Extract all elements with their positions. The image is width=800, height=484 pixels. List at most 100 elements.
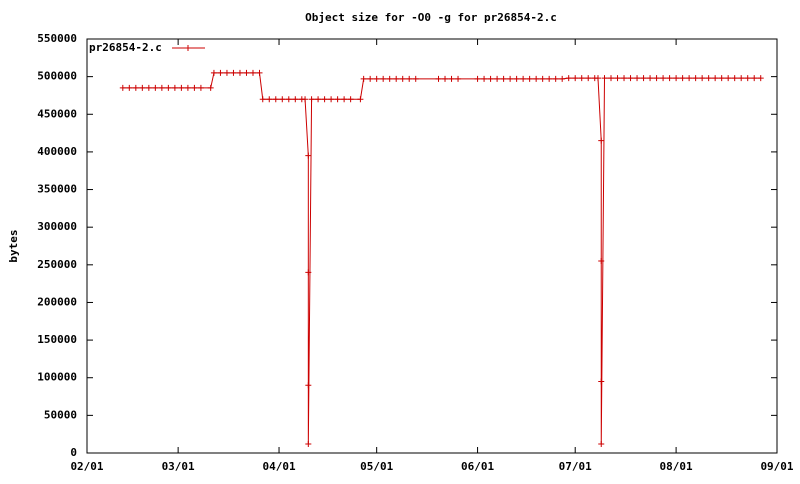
data-point — [692, 75, 699, 82]
data-point — [243, 69, 250, 76]
data-point — [259, 96, 266, 103]
y-tick-label: 450000 — [37, 107, 77, 120]
data-point — [412, 75, 419, 82]
data-point — [666, 75, 673, 82]
data-point — [360, 75, 367, 82]
data-point — [207, 84, 214, 91]
chart-title: Object size for -O0 -g for pr26854-2.c — [305, 11, 557, 24]
data-point — [627, 75, 634, 82]
data-point — [386, 75, 393, 82]
data-point — [608, 75, 615, 82]
data-point — [152, 84, 159, 91]
data-point — [406, 75, 413, 82]
data-point — [598, 440, 605, 447]
data-point — [481, 75, 488, 82]
x-tick-label: 08/01 — [660, 460, 693, 473]
x-tick-label: 05/01 — [360, 460, 393, 473]
data-point — [500, 75, 507, 82]
data-point — [653, 75, 660, 82]
y-tick-label: 150000 — [37, 333, 77, 346]
data-point — [158, 84, 165, 91]
data-point — [598, 258, 605, 265]
data-point — [171, 84, 178, 91]
data-point — [526, 75, 533, 82]
data-point — [572, 75, 579, 82]
y-tick-label: 50000 — [44, 408, 77, 421]
data-point — [305, 152, 312, 159]
data-point — [520, 75, 527, 82]
data-point — [448, 75, 455, 82]
data-point — [546, 75, 553, 82]
data-point — [321, 96, 328, 103]
x-tick-label: 06/01 — [461, 460, 494, 473]
plot-border — [86, 38, 778, 454]
data-point — [119, 84, 126, 91]
data-point — [634, 75, 641, 82]
data-point — [184, 84, 191, 91]
data-point — [230, 69, 237, 76]
legend-marker — [185, 45, 191, 51]
y-tick-label: 250000 — [37, 258, 77, 271]
data-point — [712, 75, 719, 82]
data-point — [217, 69, 224, 76]
data-point — [578, 75, 585, 82]
data-point — [585, 75, 592, 82]
y-tick-label: 200000 — [37, 295, 77, 308]
y-axis-label: bytes — [7, 229, 20, 262]
data-point — [673, 75, 680, 82]
data-point — [751, 75, 758, 82]
data-point — [731, 75, 738, 82]
data-point — [139, 84, 146, 91]
data-point — [178, 84, 185, 91]
data-point — [308, 96, 315, 103]
x-tick-label: 04/01 — [262, 460, 295, 473]
data-point — [705, 75, 712, 82]
data-point — [341, 96, 348, 103]
data-point — [738, 75, 745, 82]
x-tick-label: 02/01 — [70, 460, 103, 473]
data-point — [305, 269, 312, 276]
data-point — [223, 69, 230, 76]
data-point — [399, 75, 406, 82]
data-point — [744, 75, 751, 82]
data-point — [640, 75, 647, 82]
data-point — [533, 75, 540, 82]
y-tick-label: 350000 — [37, 183, 77, 196]
data-point — [660, 75, 667, 82]
data-point — [552, 75, 559, 82]
data-point — [334, 96, 341, 103]
y-tick-label: 400000 — [37, 145, 77, 158]
data-point — [191, 84, 198, 91]
x-tick-label: 03/01 — [162, 460, 195, 473]
data-point — [302, 96, 309, 103]
data-point — [594, 75, 601, 82]
data-point — [565, 75, 572, 82]
y-tick-label: 0 — [70, 446, 77, 459]
data-point — [249, 69, 256, 76]
data-point — [279, 96, 286, 103]
data-point — [559, 75, 566, 82]
y-tick-label: 100000 — [37, 371, 77, 384]
data-point — [145, 84, 152, 91]
data-point — [679, 75, 686, 82]
data-point — [621, 75, 628, 82]
data-point — [393, 75, 400, 82]
data-point — [236, 69, 243, 76]
data-point — [725, 75, 732, 82]
data-point — [435, 75, 442, 82]
y-tick-label: 550000 — [37, 32, 77, 45]
x-tick-label: 09/01 — [760, 460, 793, 473]
data-point — [272, 96, 279, 103]
data-point — [718, 75, 725, 82]
data-point — [285, 96, 292, 103]
y-tick-label: 500000 — [37, 70, 77, 83]
data-point — [266, 96, 273, 103]
data-point — [699, 75, 706, 82]
data-point — [494, 75, 501, 82]
data-point — [367, 75, 374, 82]
data-point — [165, 84, 172, 91]
data-point — [292, 96, 299, 103]
data-point — [614, 75, 621, 82]
data-point — [601, 75, 608, 82]
